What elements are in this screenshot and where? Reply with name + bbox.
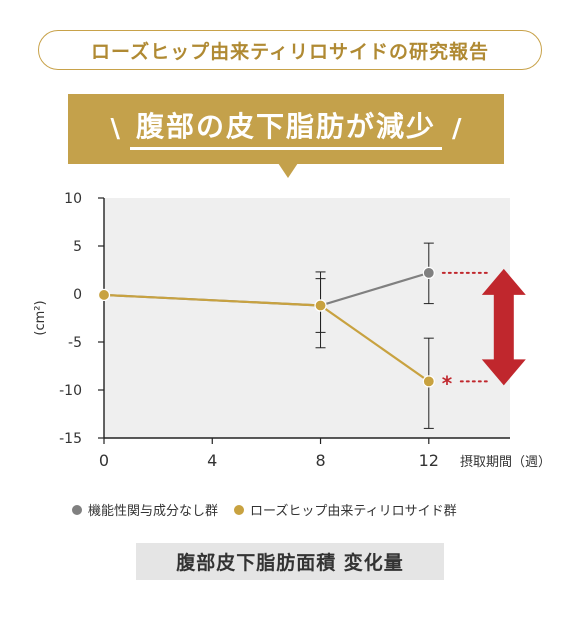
y-axis-label: (cm²) bbox=[33, 300, 48, 335]
legend-item-tiliroside: ローズヒップ由来ティリロサイド群 bbox=[234, 500, 457, 519]
legend-dot-gold bbox=[234, 504, 245, 515]
x-tick-label: 12 bbox=[419, 451, 439, 470]
headline-text: 腹部の皮下脂肪が減少 bbox=[129, 109, 442, 150]
legend-label-control: 機能性関与成分なし群 bbox=[88, 504, 219, 519]
legend: 機能性関与成分なし群 ローズヒップ由来ティリロサイド群 bbox=[72, 500, 473, 519]
y-tick-label: -15 bbox=[59, 431, 82, 447]
legend-label-tiliroside: ローズヒップ由来ティリロサイド群 bbox=[250, 504, 457, 519]
y-tick-label: -10 bbox=[59, 383, 82, 399]
study-report-title: ローズヒップ由来ティリロサイドの研究報告 bbox=[38, 30, 542, 70]
y-ticks: 10 5 0 -5 -10 -15 bbox=[59, 191, 104, 447]
data-point bbox=[314, 299, 327, 312]
data-point bbox=[422, 375, 435, 388]
series-layer bbox=[97, 242, 435, 429]
x-ticks: 0 4 8 12 bbox=[99, 438, 439, 470]
x-tick-label: 0 bbox=[99, 451, 109, 470]
y-tick-label: 5 bbox=[73, 239, 82, 255]
x-tick-label: 8 bbox=[315, 451, 325, 470]
difference-double-arrow bbox=[481, 268, 526, 386]
banner-left-decoration: \ bbox=[110, 114, 120, 144]
plot-area bbox=[104, 198, 510, 438]
y-tick-label: 0 bbox=[73, 287, 82, 303]
x-tick-label: 4 bbox=[207, 451, 217, 470]
legend-item-control: 機能性関与成分なし群 bbox=[72, 500, 218, 519]
data-point bbox=[422, 266, 435, 279]
axes bbox=[103, 198, 510, 439]
data-point bbox=[97, 288, 111, 302]
legend-dot-gray bbox=[72, 504, 82, 515]
headline-banner: \ 腹部の皮下脂肪が減少 / bbox=[68, 94, 504, 164]
banner-pointer bbox=[278, 163, 298, 178]
line-chart: 10 5 0 -5 -10 -15 0 4 8 12 (cm²) 摂取期間（週） * bbox=[33, 191, 551, 470]
significance-asterisk: * bbox=[442, 371, 453, 395]
chart-caption: 腹部皮下脂肪面積 変化量 bbox=[136, 543, 444, 580]
banner-right-decoration: / bbox=[452, 114, 462, 144]
y-tick-label: 10 bbox=[64, 191, 82, 207]
x-axis-label: 摂取期間（週） bbox=[460, 454, 551, 470]
y-tick-label: -5 bbox=[68, 335, 82, 351]
annotation-layer: * bbox=[441, 268, 526, 395]
